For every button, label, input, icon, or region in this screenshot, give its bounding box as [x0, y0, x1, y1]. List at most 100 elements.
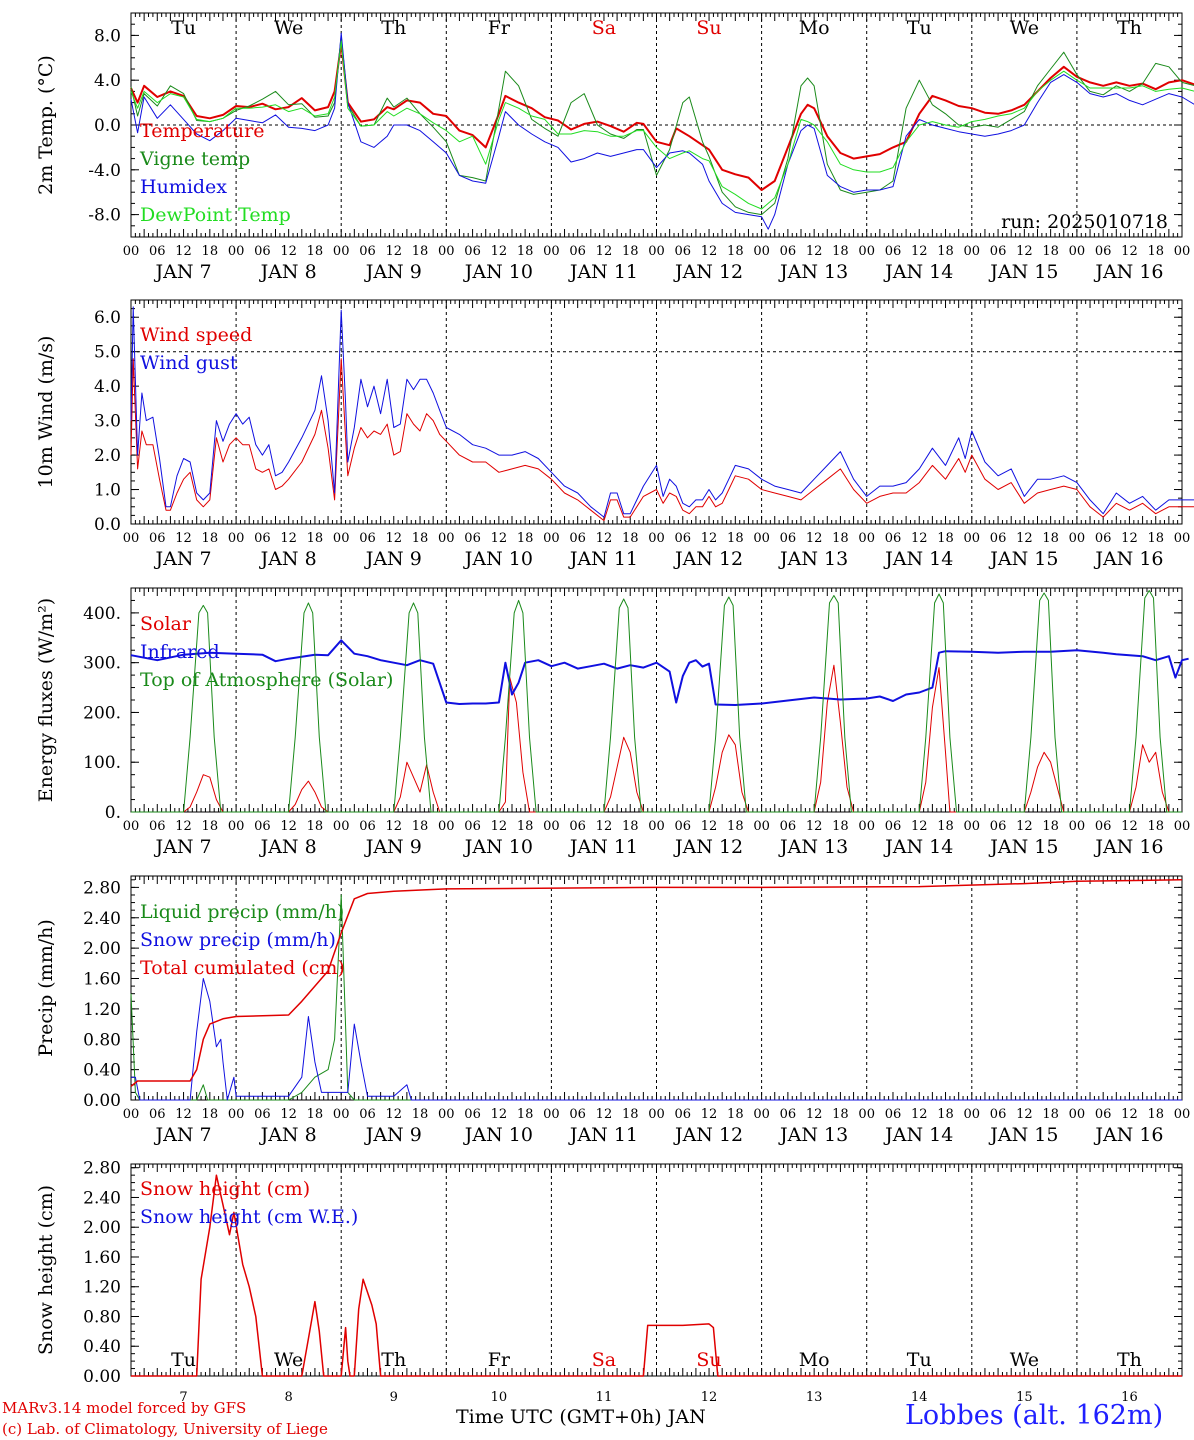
day-label: JAN 9	[364, 261, 422, 283]
y-tick-label: 2.80	[83, 1159, 121, 1179]
hour-tick-label: 00	[1069, 819, 1086, 834]
y-tick-label: 2.40	[83, 909, 121, 929]
day-label: JAN 13	[778, 1124, 848, 1146]
y-tick-label: -8.0	[88, 206, 121, 226]
hour-tick-label: 00	[228, 531, 245, 546]
hour-tick-label: 18	[517, 531, 534, 546]
hour-tick-label: 18	[202, 819, 219, 834]
hour-tick-label: 12	[385, 244, 402, 259]
hour-tick-label: 18	[307, 1107, 324, 1122]
y-tick-label: 1.0	[94, 481, 121, 501]
day-label: JAN 15	[988, 261, 1058, 283]
hour-tick-label: 18	[937, 244, 954, 259]
hour-tick-label: 12	[175, 531, 192, 546]
series-line	[130, 34, 1194, 216]
y-tick-label: 0.80	[83, 1307, 121, 1327]
hour-tick-label: 06	[990, 244, 1007, 259]
hour-tick-label: 06	[675, 531, 692, 546]
hour-tick-label: 06	[149, 531, 166, 546]
run-label: run: 2025010718	[1001, 211, 1168, 233]
hour-tick-label: 00	[228, 819, 245, 834]
hour-tick-label: 00	[543, 819, 560, 834]
day-number-label: 10	[491, 1390, 508, 1405]
day-label: JAN 14	[883, 261, 953, 283]
hour-tick-label: 12	[806, 531, 823, 546]
hour-tick-label: 00	[753, 531, 770, 546]
hour-tick-label: 06	[780, 244, 797, 259]
hour-tick-label: 06	[569, 1107, 586, 1122]
hour-tick-label: 12	[491, 531, 508, 546]
day-label: JAN 13	[778, 548, 848, 570]
hour-tick-label: 12	[806, 1107, 823, 1122]
hour-tick-label: 00	[753, 1107, 770, 1122]
day-number-label: 9	[390, 1390, 398, 1405]
hour-tick-label: 12	[280, 819, 297, 834]
y-tick-label: 100.	[83, 753, 121, 773]
series-line	[131, 590, 1182, 813]
hour-tick-label: 18	[1042, 1107, 1059, 1122]
hour-tick-label: 06	[569, 531, 586, 546]
legend-entry: Humidex	[140, 176, 227, 198]
hour-tick-label: 06	[359, 819, 376, 834]
hour-tick-label: 06	[149, 1107, 166, 1122]
y-tick-label: 2.80	[83, 878, 121, 898]
y-tick-label: 1.20	[83, 1278, 121, 1298]
hour-tick-label: 18	[937, 1107, 954, 1122]
hour-tick-label: 00	[858, 1107, 875, 1122]
y-tick-label: 0.40	[83, 1061, 121, 1081]
y-tick-label: 400.	[83, 604, 121, 624]
hour-tick-label: 00	[648, 1107, 665, 1122]
hour-tick-label: 00	[1069, 1107, 1086, 1122]
hour-tick-label: 00	[123, 531, 140, 546]
y-tick-label: 0.0	[94, 116, 121, 136]
hour-tick-label: 00	[858, 244, 875, 259]
hour-tick-label: 18	[937, 531, 954, 546]
hour-tick-label: 06	[990, 1107, 1007, 1122]
hour-tick-label: 12	[491, 819, 508, 834]
legend-entry: DewPoint Temp	[140, 204, 291, 226]
hour-tick-label: 06	[990, 531, 1007, 546]
hour-tick-label: 06	[254, 1107, 271, 1122]
hour-tick-label: 18	[307, 244, 324, 259]
hour-tick-label: 18	[727, 244, 744, 259]
legend-entry: Snow height (cm)	[140, 1178, 310, 1200]
hour-tick-label: 12	[385, 1107, 402, 1122]
hour-tick-label: 18	[727, 819, 744, 834]
hour-tick-label: 12	[280, 244, 297, 259]
hour-tick-label: 00	[964, 819, 981, 834]
day-label: JAN 12	[673, 548, 743, 570]
y-tick-label: 4.0	[94, 71, 121, 91]
station-label: Lobbes (alt. 162m)	[905, 1400, 1164, 1431]
y-tick-label: 0.40	[83, 1337, 121, 1357]
legend-entry: Total cumulated (cm)	[140, 957, 345, 979]
y-tick-label: 1.60	[83, 1248, 121, 1268]
day-number-label: 13	[806, 1390, 823, 1405]
y-tick-label: 2.00	[83, 939, 121, 959]
day-label: JAN 8	[259, 836, 317, 858]
weekday-label: We	[274, 17, 303, 39]
hour-tick-label: 18	[412, 1107, 429, 1122]
hour-tick-label: 06	[885, 531, 902, 546]
hour-tick-label: 06	[254, 819, 271, 834]
y-tick-label: 2.40	[83, 1188, 121, 1208]
y-tick-label: 6.0	[94, 308, 121, 328]
hour-tick-label: 06	[675, 1107, 692, 1122]
weekday-label: Su	[696, 1349, 721, 1371]
hour-tick-label: 12	[385, 819, 402, 834]
hour-tick-label: 12	[911, 819, 928, 834]
day-label: JAN 15	[988, 548, 1058, 570]
hour-tick-label: 18	[1042, 531, 1059, 546]
hour-tick-label: 00	[753, 244, 770, 259]
y-tick-label: 1.20	[83, 1000, 121, 1020]
hour-tick-label: 12	[175, 819, 192, 834]
hour-tick-label: 06	[569, 244, 586, 259]
day-label: JAN 11	[568, 548, 638, 570]
weekday-label: We	[1010, 17, 1039, 39]
hour-tick-label: 18	[1042, 244, 1059, 259]
hour-tick-label: 00	[543, 531, 560, 546]
hour-tick-label: 12	[701, 531, 718, 546]
hour-tick-label: 12	[911, 531, 928, 546]
hour-tick-label: 00	[964, 531, 981, 546]
hour-tick-label: 00	[1174, 1107, 1191, 1122]
